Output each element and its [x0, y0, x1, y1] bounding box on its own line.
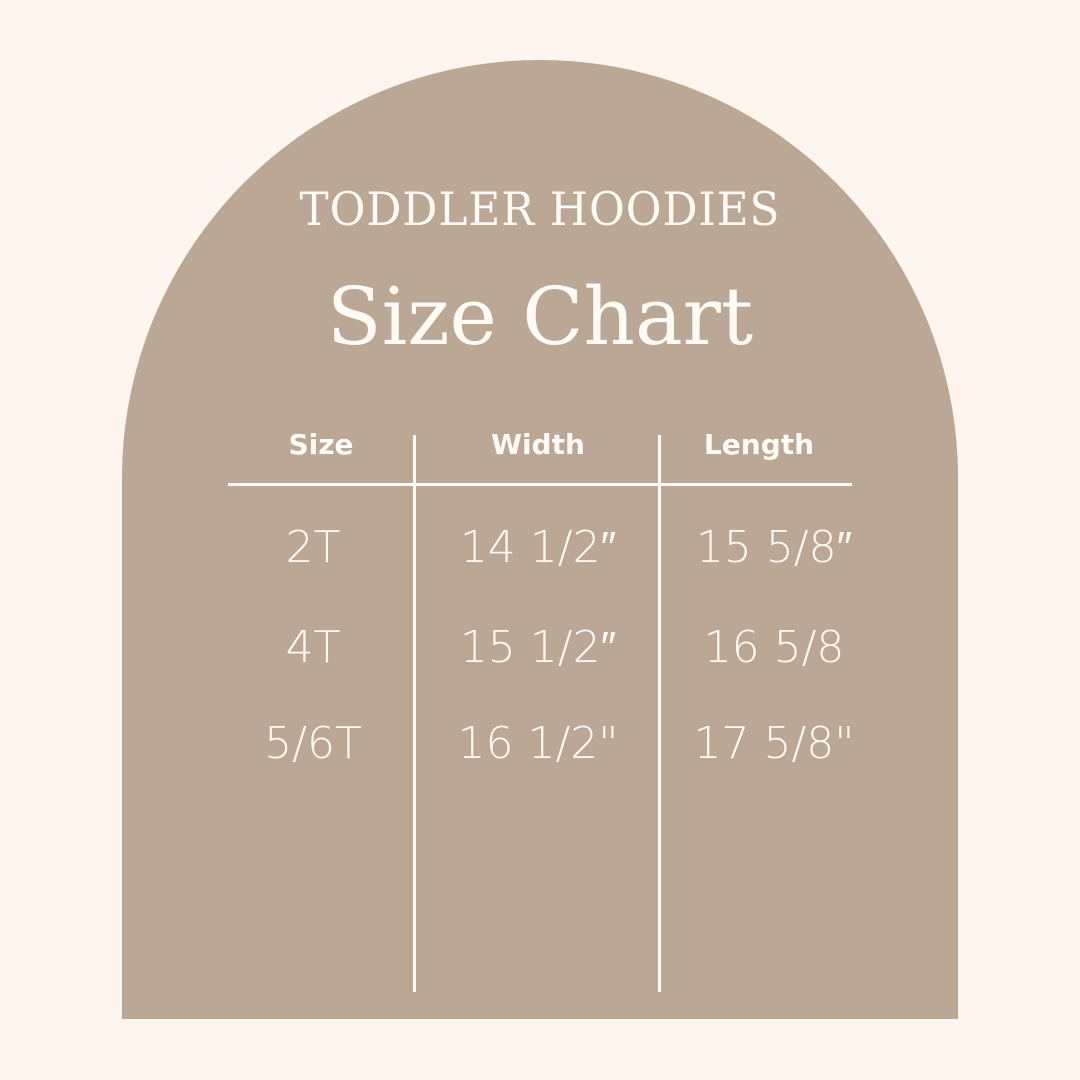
- length-cell: 17 5/8": [693, 718, 855, 769]
- column-header-size: Size: [288, 428, 354, 461]
- product-heading: TODDLER HOODIES: [299, 182, 781, 236]
- column-header-length: Length: [703, 428, 815, 461]
- width-cell: 16 1/2": [457, 718, 619, 769]
- size-cell: 2T: [285, 522, 341, 573]
- column-divider: [413, 435, 416, 992]
- width-cell: 15 1/2″: [459, 622, 617, 673]
- length-cell: 16 5/8: [703, 622, 845, 673]
- width-cell: 14 1/2″: [459, 522, 617, 573]
- length-cell: 15 5/8″: [695, 522, 853, 573]
- arch-panel: [122, 60, 958, 1019]
- column-divider: [658, 435, 661, 992]
- size-cell: 5/6T: [264, 718, 362, 769]
- size-cell: 4T: [285, 622, 341, 673]
- header-divider: [228, 483, 852, 486]
- page-title: Size Chart: [326, 270, 754, 363]
- column-header-width: Width: [491, 428, 585, 461]
